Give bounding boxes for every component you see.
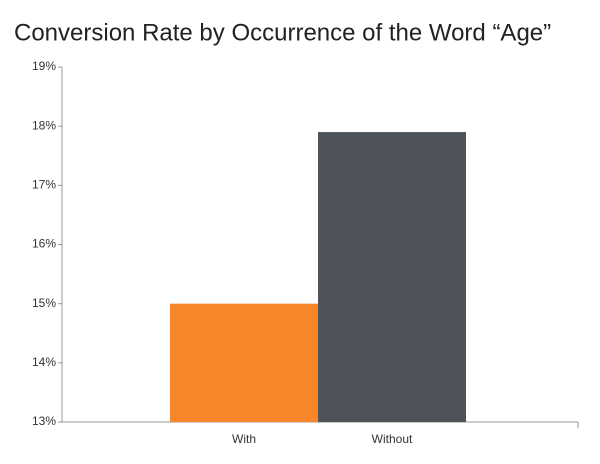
y-tick-label: 14% <box>32 355 56 369</box>
x-tick-label: With <box>232 432 256 446</box>
bar <box>318 132 466 423</box>
y-tick-label: 19% <box>32 59 56 73</box>
y-tick-label: 13% <box>32 414 56 428</box>
y-tick-label: 17% <box>32 178 56 192</box>
y-tick-label: 15% <box>32 296 56 310</box>
bar <box>170 303 318 422</box>
chart-title: Conversion Rate by Occurrence of the Wor… <box>14 19 551 46</box>
x-tick-label: Without <box>372 432 413 446</box>
y-tick-label: 16% <box>32 237 56 251</box>
y-tick-label: 18% <box>32 118 56 132</box>
